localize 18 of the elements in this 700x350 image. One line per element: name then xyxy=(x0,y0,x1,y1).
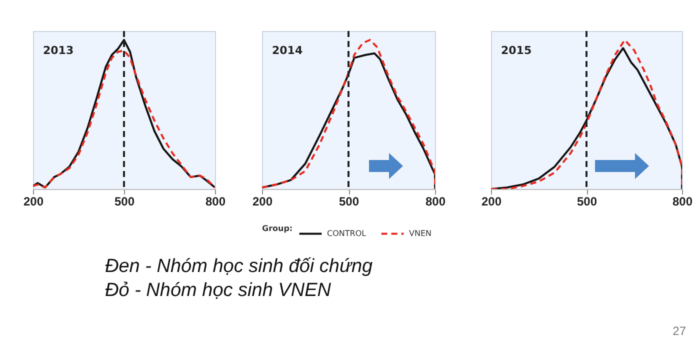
legend-title: Group: xyxy=(262,224,293,233)
text: 27 xyxy=(672,324,686,338)
legend-label: CONTROL xyxy=(327,228,367,238)
chart-title: 2013 xyxy=(43,44,74,57)
x-tick-label: 500 xyxy=(338,194,360,208)
x-tick-label: 800 xyxy=(672,194,693,208)
x-tick-label: 200 xyxy=(252,194,273,208)
x-tick-label: 200 xyxy=(481,194,502,208)
chart-title: 2015 xyxy=(501,44,532,57)
text: Đen - Nhóm học sinh đối chứng xyxy=(105,255,373,279)
x-tick-label: 800 xyxy=(425,194,446,208)
x-tick-label: 500 xyxy=(576,194,598,208)
x-tick-label: 200 xyxy=(23,194,44,208)
chart-title: 2014 xyxy=(272,44,303,57)
legend-label: VNEN xyxy=(409,228,432,238)
x-tick-label: 800 xyxy=(205,194,226,208)
x-tick-label: 500 xyxy=(114,194,135,208)
text: Đỏ - Nhóm học sinh VNEN xyxy=(105,279,332,303)
